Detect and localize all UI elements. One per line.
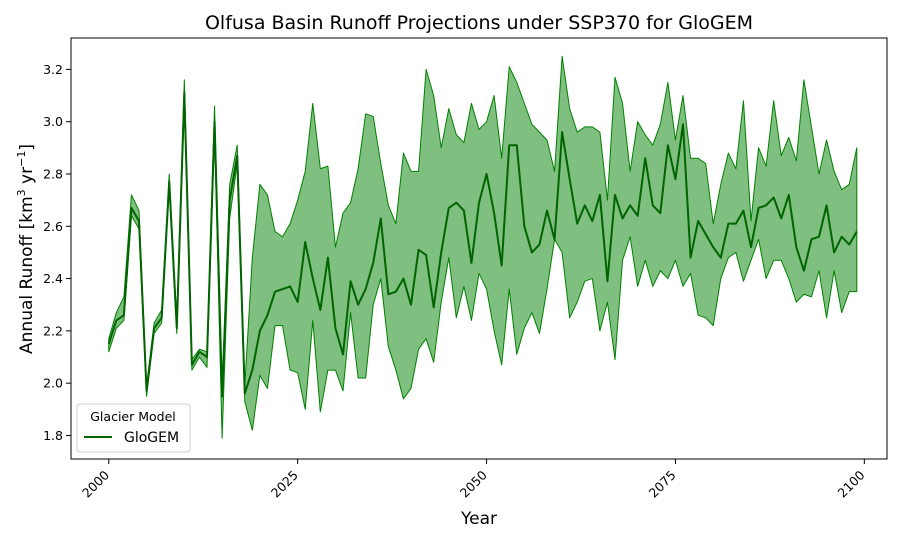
- legend-title: Glacier Model: [90, 409, 176, 424]
- y-axis-label-sup-2: −1: [15, 151, 28, 167]
- plot-area: [107, 55, 858, 439]
- y-tick-label: 2.8: [43, 166, 63, 181]
- series-line-glogem: [107, 91, 858, 398]
- y-axis-label: Annual Runoff [km3 yr−1]: [15, 144, 37, 354]
- x-axis-label: Year: [460, 509, 497, 529]
- x-tick-label: 2100: [835, 467, 868, 500]
- plot-frame: [70, 37, 888, 460]
- x-tick-label: 2025: [268, 467, 301, 500]
- y-tick-label: 3.0: [43, 114, 63, 129]
- y-axis: 1.8 2.0 2.2 2.4 2.6 2.8 3.0 3.2: [43, 62, 71, 443]
- x-axis: 2000 2025 2050 2075 2100: [79, 459, 868, 500]
- legend: Glacier Model GloGEM: [76, 403, 191, 453]
- y-tick-label: 2.0: [43, 376, 63, 391]
- y-tick-label: 2.2: [43, 323, 63, 338]
- y-tick-label: 2.4: [43, 271, 63, 286]
- x-tick-label: 2075: [646, 467, 679, 500]
- legend-box: [76, 403, 191, 453]
- y-tick-label: 3.2: [43, 62, 63, 77]
- y-axis-label-main: Annual Runoff [km: [17, 196, 37, 354]
- y-axis-label-end: ]: [17, 144, 37, 151]
- y-axis-label-mid: yr: [17, 167, 37, 189]
- y-axis-label-sup-1: 3: [15, 189, 28, 196]
- chart-title: Olfusa Basin Runoff Projections under SS…: [205, 12, 753, 34]
- legend-entry-glogem: GloGEM: [124, 430, 179, 446]
- x-tick-label: 2050: [457, 467, 490, 500]
- y-tick-label: 2.6: [43, 219, 63, 234]
- x-tick-label: 2000: [79, 467, 112, 500]
- y-tick-label: 1.8: [43, 428, 63, 443]
